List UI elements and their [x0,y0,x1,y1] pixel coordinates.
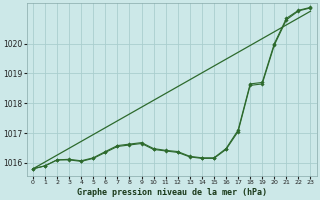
X-axis label: Graphe pression niveau de la mer (hPa): Graphe pression niveau de la mer (hPa) [77,188,267,197]
